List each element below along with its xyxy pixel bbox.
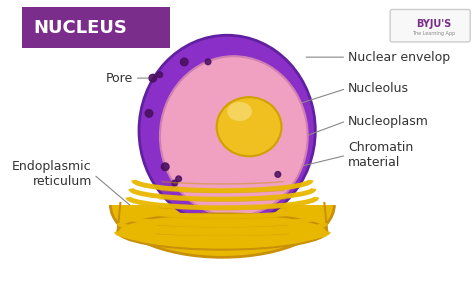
Text: Nuclear envelop: Nuclear envelop [348, 51, 450, 64]
Circle shape [275, 171, 281, 177]
Text: Chromatin
material: Chromatin material [348, 141, 413, 169]
FancyBboxPatch shape [22, 7, 170, 48]
Text: Pore: Pore [106, 72, 133, 85]
Text: Endoplasmic
reticulum: Endoplasmic reticulum [12, 160, 92, 188]
Ellipse shape [110, 153, 334, 257]
Text: NUCLEUS: NUCLEUS [34, 19, 128, 37]
Text: Nucleoplasm: Nucleoplasm [348, 115, 429, 128]
Ellipse shape [118, 213, 327, 250]
Circle shape [181, 58, 188, 66]
FancyBboxPatch shape [390, 10, 470, 42]
Circle shape [145, 110, 153, 117]
Text: The Learning App: The Learning App [412, 31, 456, 36]
Circle shape [172, 180, 178, 186]
Circle shape [149, 74, 156, 82]
Text: Nucleolus: Nucleolus [348, 82, 409, 95]
Bar [103, 148, 342, 205]
Ellipse shape [139, 35, 315, 226]
Circle shape [157, 72, 163, 78]
Ellipse shape [217, 97, 282, 156]
Ellipse shape [227, 102, 252, 121]
Circle shape [176, 176, 182, 182]
Ellipse shape [160, 56, 308, 216]
Text: BYJU'S: BYJU'S [416, 19, 452, 29]
Circle shape [161, 163, 169, 171]
Circle shape [205, 59, 211, 65]
